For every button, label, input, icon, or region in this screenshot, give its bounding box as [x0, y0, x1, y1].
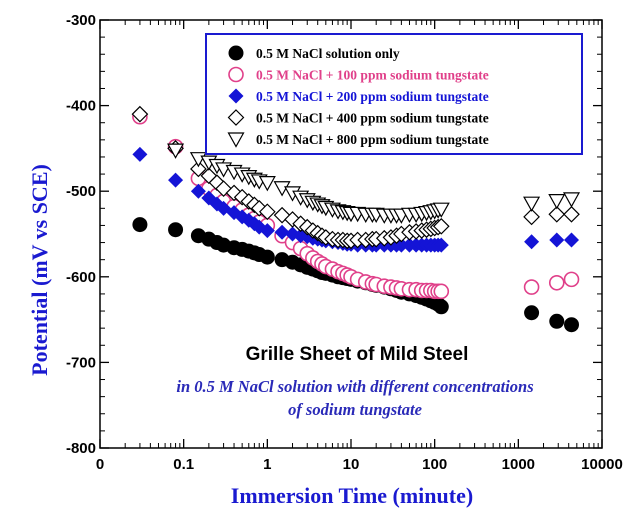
data-point: [523, 279, 540, 295]
legend-box: [205, 33, 583, 155]
series-layer: [131, 105, 581, 333]
x-axis-title: Immersion Time (minute): [231, 483, 473, 508]
data-point: [433, 283, 450, 300]
annotation-title: Grille Sheet of Mild Steel: [246, 344, 469, 365]
data-point: [563, 205, 580, 223]
y-tick-labels: -300 -400 -500 -600 -700 -800: [66, 12, 96, 457]
legend-marker: [228, 88, 244, 104]
data-point: [132, 146, 148, 162]
data-point: [564, 232, 580, 248]
data-point: [523, 208, 540, 226]
legend-label: 0.5 M NaCl + 400 ppm sodium tungstate: [256, 111, 489, 126]
x-tick-label: 1000: [502, 456, 535, 473]
y-tick-label: -700: [66, 354, 96, 371]
series-5: [167, 143, 581, 224]
legend-item: 0.5 M NaCl + 200 ppm sodium tungstate: [228, 88, 489, 104]
legend-marker: [227, 132, 245, 148]
x-tick-label: 1: [263, 456, 271, 473]
legend-item: 0.5 M NaCl + 400 ppm sodium tungstate: [227, 109, 489, 126]
minor-ticks: [100, 20, 602, 448]
y-axis-title: Potential (mV vs SCE): [27, 164, 52, 376]
plot-area: 0 0.1 1 10 100 1000 10000 -300 -400 -500 -600 -700…: [66, 12, 623, 473]
legend-item: 0.5 M NaCl solution only: [228, 45, 400, 61]
data-point: [549, 313, 565, 329]
data-point: [168, 172, 184, 188]
data-point: [549, 232, 565, 248]
data-point: [433, 299, 449, 315]
legend-item: 0.5 M NaCl + 100 ppm sodium tungstate: [228, 66, 489, 83]
legend-label: 0.5 M NaCl + 200 ppm sodium tungstate: [256, 89, 489, 104]
data-point: [258, 176, 276, 192]
data-point: [523, 196, 541, 212]
y-tick-label: -400: [66, 98, 96, 115]
data-point: [168, 222, 184, 238]
x-tick-label: 0: [96, 456, 104, 473]
x-tick-labels: 0 0.1 1 10 100 1000 10000: [96, 456, 623, 473]
data-point: [524, 305, 540, 321]
annotation-subtitle-line2: of sodium tungstate: [288, 400, 422, 419]
data-point: [562, 192, 581, 208]
data-point: [432, 202, 450, 218]
data-point: [564, 317, 580, 333]
data-point: [548, 205, 566, 223]
x-tick-label: 10: [343, 456, 360, 473]
y-tick-label: -500: [66, 183, 96, 200]
legend: 0.5 M NaCl solution only 0.5 M NaCl + 100…: [205, 33, 583, 155]
x-tick-label: 100: [422, 456, 447, 473]
data-point: [132, 217, 148, 233]
data-point: [259, 223, 275, 239]
data-point: [274, 224, 290, 240]
legend-marker: [227, 109, 245, 126]
data-point: [167, 143, 185, 159]
y-tick-label: -300: [66, 12, 96, 29]
y-tick-label: -600: [66, 269, 96, 286]
series-4: [131, 105, 580, 250]
data-point: [524, 234, 540, 250]
annotation-subtitle-line1: in 0.5 M NaCl solution with different co…: [176, 377, 533, 396]
data-point: [563, 271, 580, 288]
data-point: [433, 237, 449, 253]
legend-label: 0.5 M NaCl + 100 ppm sodium tungstate: [256, 68, 489, 83]
legend-label: 0.5 M NaCl solution only: [256, 46, 400, 61]
legend-marker: [228, 45, 244, 61]
x-tick-label: 0.1: [173, 456, 194, 473]
y-tick-label: -800: [66, 440, 96, 457]
major-ticks: [99, 19, 603, 449]
data-point: [432, 217, 450, 235]
data-point: [259, 249, 275, 265]
legend-marker: [228, 66, 244, 83]
legend-label: 0.5 M NaCl + 800 ppm sodium tungstate: [256, 132, 489, 147]
data-point: [548, 274, 565, 291]
legend-item: 0.5 M NaCl + 800 ppm sodium tungstate: [227, 132, 489, 148]
data-point: [190, 160, 207, 178]
x-tick-label: 10000: [581, 456, 623, 473]
data-point: [258, 203, 276, 221]
data-point: [131, 105, 149, 123]
data-point: [548, 194, 566, 210]
data-point: [190, 183, 206, 199]
